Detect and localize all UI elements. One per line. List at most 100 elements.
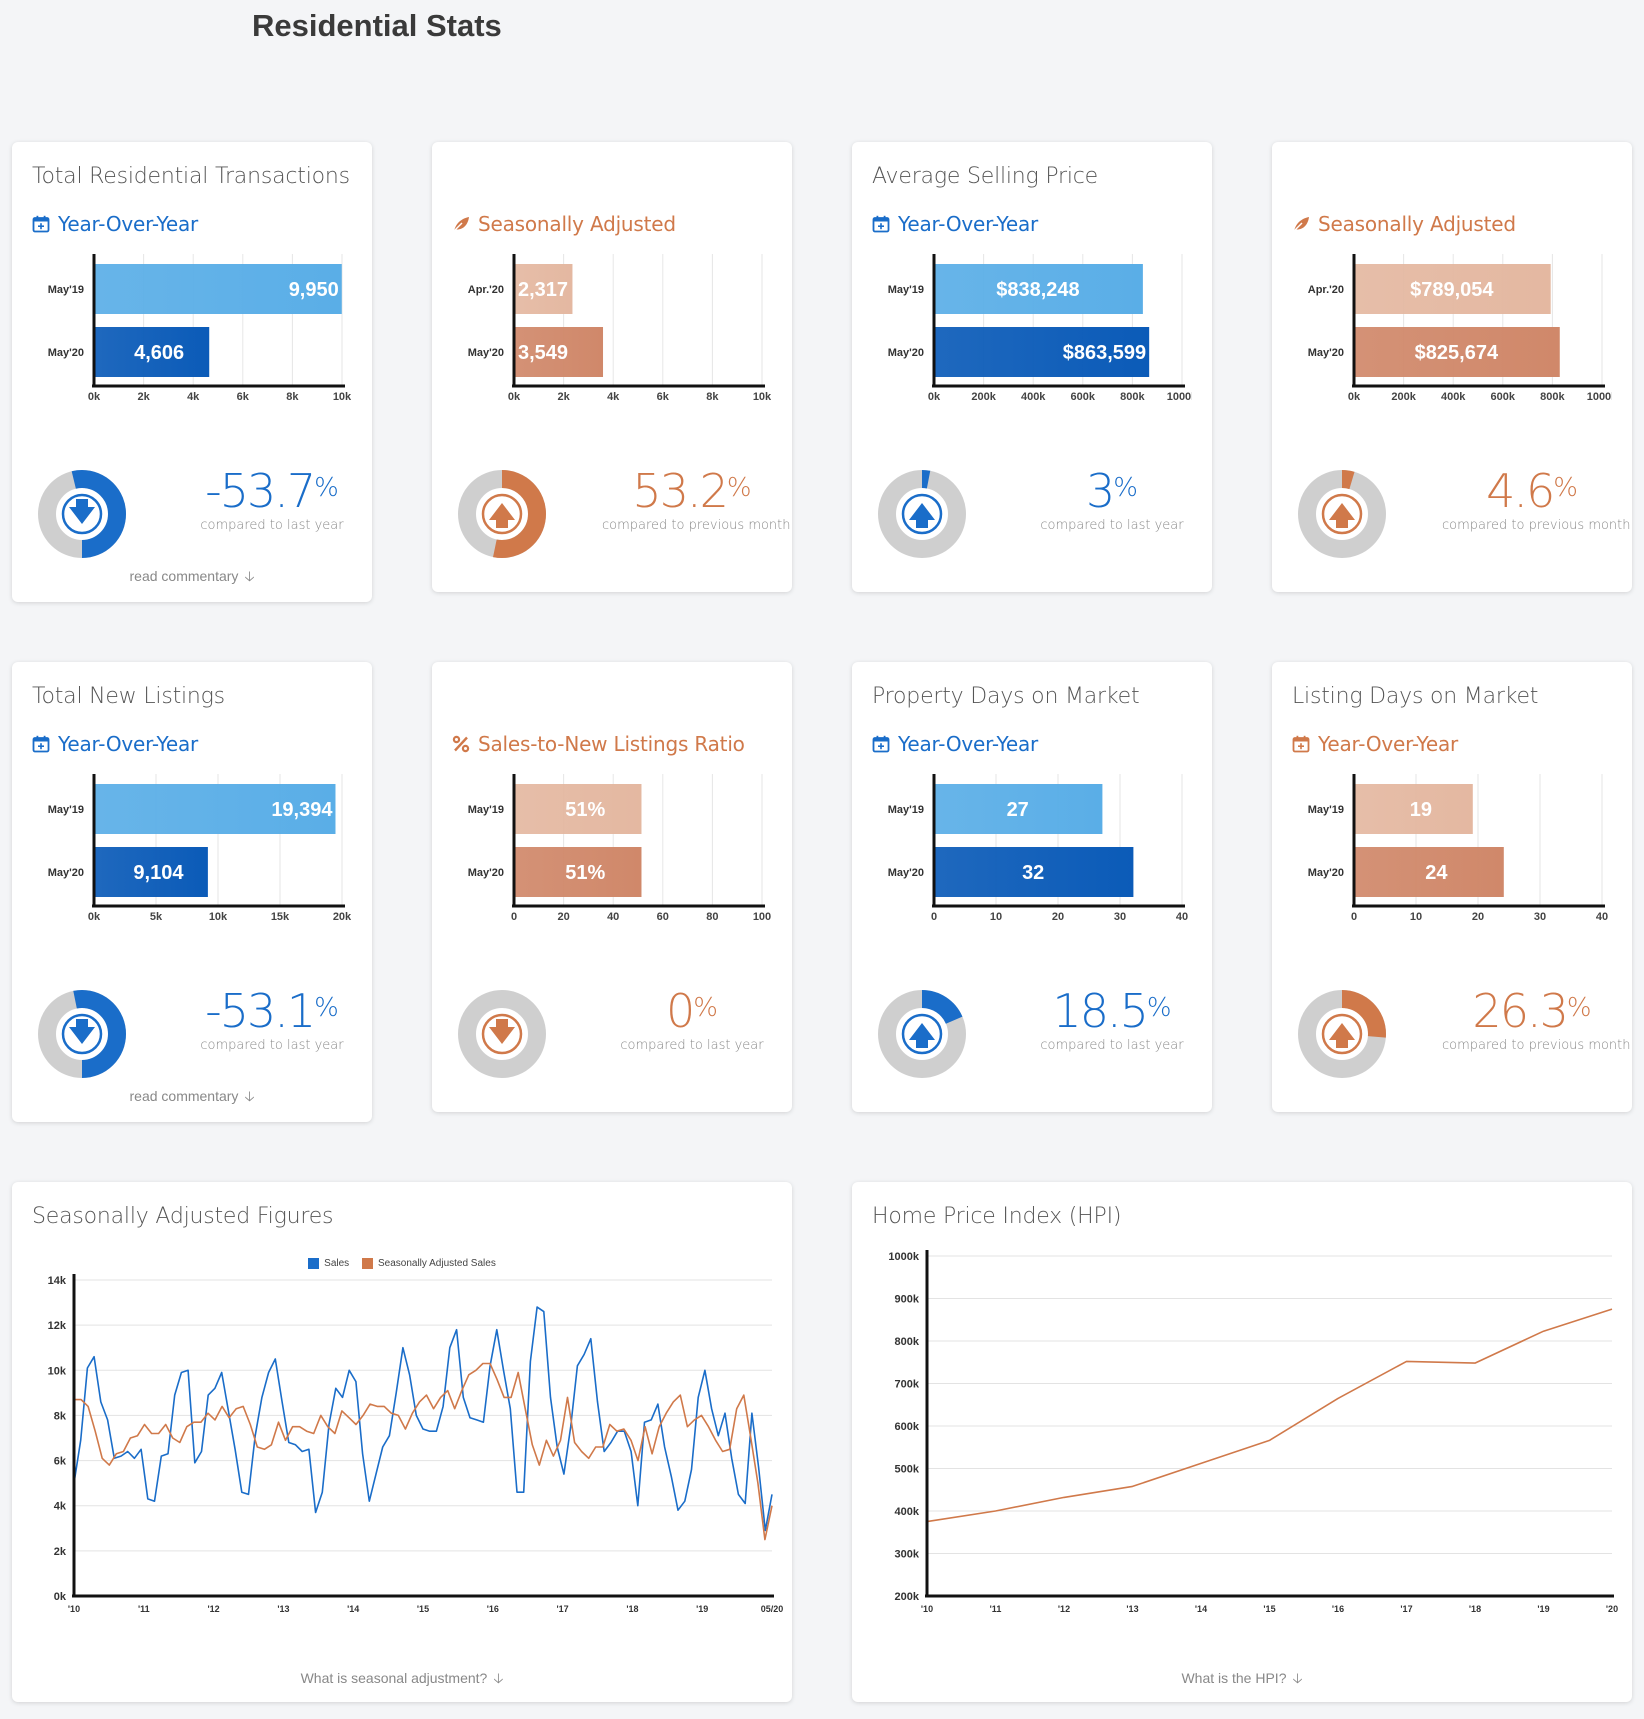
bar[interactable] bbox=[515, 784, 642, 834]
bar[interactable] bbox=[935, 264, 1143, 314]
calendar-icon bbox=[1292, 735, 1310, 753]
change-number: -53.7 bbox=[205, 464, 316, 518]
bar-category-label: May'19 bbox=[48, 804, 84, 816]
legend-swatch-sales bbox=[308, 1258, 320, 1269]
bar[interactable] bbox=[515, 847, 642, 897]
change-stat: -53.1% compared to last year bbox=[182, 988, 362, 1053]
arrow-down-icon bbox=[69, 1019, 95, 1044]
x-tick-label: 4k bbox=[607, 391, 620, 403]
page-title: Residential Stats bbox=[252, 8, 502, 43]
y-tick-label: 200k bbox=[895, 1591, 920, 1603]
card-subtitle: Seasonally Adjusted bbox=[452, 212, 676, 236]
bar-category-label: May'19 bbox=[888, 284, 924, 296]
x-tick-label: 0k bbox=[508, 391, 521, 403]
card-subtitle-text: Year-Over-Year bbox=[58, 212, 199, 236]
leaf-icon bbox=[1292, 215, 1310, 233]
bar-value-label: 24 bbox=[1425, 862, 1448, 884]
bar[interactable] bbox=[935, 784, 1103, 834]
x-tick-label: 5k bbox=[150, 911, 163, 923]
x-tick-label: 20 bbox=[557, 911, 569, 923]
bar[interactable] bbox=[95, 784, 336, 834]
read-commentary-link[interactable]: read commentary 🡣 bbox=[12, 566, 372, 590]
legend-item-sales[interactable]: Sales bbox=[308, 1258, 349, 1269]
seasonal-adjustment-link[interactable]: What is seasonal adjustment? 🡣 bbox=[12, 1668, 792, 1692]
bar[interactable] bbox=[95, 847, 208, 897]
seasonal-figures-title: Seasonally Adjusted Figures bbox=[32, 1204, 334, 1229]
x-tick-label: 6k bbox=[657, 391, 670, 403]
bar[interactable] bbox=[1355, 847, 1504, 897]
y-tick-label: 10k bbox=[48, 1365, 67, 1377]
donut-fill bbox=[38, 990, 126, 1078]
y-tick-label: 14k bbox=[48, 1275, 67, 1287]
series-line bbox=[926, 1308, 1613, 1523]
bar-value-label: 3,549 bbox=[518, 342, 568, 364]
change-donut bbox=[876, 468, 968, 565]
donut-fill bbox=[458, 470, 546, 558]
bar[interactable] bbox=[1355, 784, 1473, 834]
bar[interactable] bbox=[935, 327, 1150, 377]
card-subtitle: Sales-to-New Listings Ratio bbox=[452, 732, 745, 756]
percent-sign: % bbox=[1553, 473, 1578, 503]
arrow-down-icon bbox=[489, 1019, 515, 1044]
seasonal-figures-card: Seasonally Adjusted Figures Sales Season… bbox=[12, 1182, 792, 1702]
bar-chart: 0k 2k 4k 6k 8k 10k May'19 9,950 May'20 4,606 bbox=[12, 254, 352, 404]
arrow-up-icon bbox=[909, 1023, 935, 1048]
change-number: 4.6 bbox=[1486, 464, 1555, 518]
card-subtitle-text: Year-Over-Year bbox=[58, 732, 199, 756]
bar-value-label: 9,104 bbox=[133, 862, 184, 884]
bar-category-label: May'20 bbox=[888, 867, 924, 879]
bar-value-label: $789,054 bbox=[1410, 279, 1494, 301]
change-value: -53.1% bbox=[182, 988, 362, 1034]
change-number: 18.5 bbox=[1052, 984, 1148, 1038]
x-tick-label: 8k bbox=[706, 391, 719, 403]
y-tick-label: 12k bbox=[48, 1320, 67, 1332]
calendar-icon bbox=[872, 215, 890, 233]
change-caption: compared to last year bbox=[620, 1038, 764, 1053]
y-tick-label: 8k bbox=[54, 1410, 67, 1422]
arrow-down-icon: 🡣 bbox=[244, 1088, 255, 1104]
bar-category-label: May'19 bbox=[48, 284, 84, 296]
change-number: 26.3 bbox=[1472, 984, 1568, 1038]
x-tick-label: '18 bbox=[626, 1604, 638, 1614]
hpi-info-link[interactable]: What is the HPI? 🡣 bbox=[852, 1668, 1632, 1692]
read-commentary-link[interactable]: read commentary 🡣 bbox=[12, 1086, 372, 1110]
change-value: 4.6% bbox=[1442, 468, 1622, 514]
stat-card-new-listings: Total New Listings Year-Over-Year 0k 5k 10k 1… bbox=[12, 662, 372, 1122]
x-tick-label: '13 bbox=[1126, 1604, 1138, 1614]
arrow-up-icon bbox=[909, 503, 935, 528]
card-subtitle: Year-Over-Year bbox=[32, 732, 198, 756]
card-subtitle-text: Year-Over-Year bbox=[898, 732, 1039, 756]
hpi-card: Home Price Index (HPI) 200k 300k 400k 500k 6… bbox=[852, 1182, 1632, 1702]
change-donut bbox=[36, 468, 128, 565]
card-title: Total New Listings bbox=[32, 684, 225, 709]
bar[interactable] bbox=[935, 847, 1134, 897]
x-tick-label: 200k bbox=[1391, 391, 1416, 403]
card-subtitle: Year-Over-Year bbox=[872, 732, 1038, 756]
x-tick-label: '11 bbox=[990, 1604, 1002, 1614]
change-stat: 26.3% compared to previous month bbox=[1442, 988, 1631, 1053]
donut-fill bbox=[38, 470, 126, 558]
bar[interactable] bbox=[515, 264, 573, 314]
change-caption: compared to last year bbox=[1040, 518, 1184, 533]
y-tick-label: 900k bbox=[895, 1294, 920, 1306]
x-tick-label: '13 bbox=[277, 1604, 289, 1614]
hpi-title: Home Price Index (HPI) bbox=[872, 1204, 1122, 1229]
legend-item-seasonal[interactable]: Seasonally Adjusted Sales bbox=[361, 1258, 496, 1269]
bar-category-label: May'20 bbox=[1308, 867, 1344, 879]
x-tick-label: 400k bbox=[1021, 391, 1046, 403]
stat-card-transactions-seasonal: Seasonally Adjusted 0k 2k 4k 6k 8k 10k Apr.'20 2… bbox=[432, 142, 792, 592]
x-tick-label: 10k bbox=[209, 911, 228, 923]
arrow-down-icon: 🡣 bbox=[493, 1670, 504, 1686]
bar[interactable] bbox=[1355, 327, 1560, 377]
change-donut bbox=[456, 988, 548, 1085]
x-tick-label: 0 bbox=[1351, 911, 1357, 923]
bar[interactable] bbox=[515, 327, 604, 377]
change-donut bbox=[876, 988, 968, 1085]
bar[interactable] bbox=[1355, 264, 1551, 314]
card-subtitle: Year-Over-Year bbox=[1292, 732, 1458, 756]
bar[interactable] bbox=[95, 264, 342, 314]
y-tick-label: 2k bbox=[54, 1546, 67, 1558]
arrow-down-icon: 🡣 bbox=[244, 568, 255, 584]
series-line bbox=[73, 1306, 773, 1532]
bar[interactable] bbox=[95, 327, 210, 377]
